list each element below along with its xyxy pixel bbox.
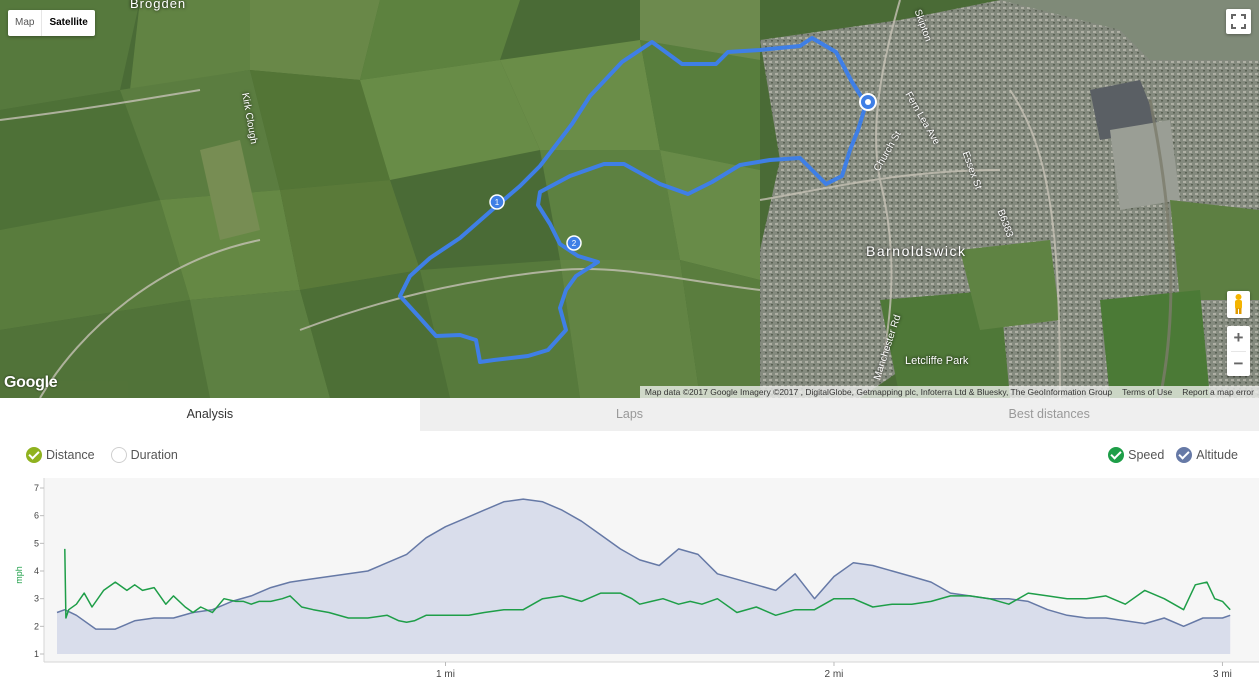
analysis-tabs: Analysis Laps Best distances (0, 398, 1259, 431)
terms-of-use-link[interactable]: Terms of Use (1122, 387, 1173, 397)
duration-toggle-label: Duration (130, 448, 178, 462)
zoom-control: + − (1227, 326, 1250, 376)
fullscreen-button[interactable] (1226, 9, 1251, 34)
satellite-imagery[interactable]: 1 2 (0, 0, 1259, 398)
distance-toggle-label: Distance (46, 448, 95, 462)
unchecked-icon (110, 447, 127, 463)
attribution-data-text: Map data ©2017 Google Imagery ©2017 , Di… (644, 387, 1113, 397)
x-axis-mode-toggles: Distance Duration (26, 447, 178, 463)
place-label-brogden: Brogden (130, 0, 187, 11)
report-map-error-link[interactable]: Report a map error (1182, 387, 1254, 397)
y-tick-label: 1 (34, 649, 39, 659)
speed-toggle[interactable]: Speed (1108, 447, 1164, 463)
start-pin-icon[interactable] (859, 93, 877, 111)
x-tick-label: 1 mi (436, 669, 455, 680)
zoom-out-button[interactable]: − (1233, 354, 1244, 373)
y-axis-label: mph (14, 566, 24, 584)
altitude-area (57, 499, 1231, 654)
place-label-letcliffe-park: Letcliffe Park (905, 355, 969, 367)
y-tick-label: 7 (34, 483, 39, 493)
series-toggles: Speed Altitude (1108, 447, 1238, 463)
map-type-map-button[interactable]: Map (15, 17, 35, 28)
zoom-divider (1231, 351, 1246, 352)
y-tick-label: 2 (34, 621, 39, 631)
y-tick-label: 3 (34, 594, 39, 604)
x-tick-label: 3 mi (1213, 669, 1232, 680)
map-attribution: Map data ©2017 Google Imagery ©2017 , Di… (639, 386, 1259, 398)
y-tick-label: 5 (34, 538, 39, 548)
altitude-toggle[interactable]: Altitude (1176, 447, 1238, 463)
tab-best-distances[interactable]: Best distances (1008, 407, 1090, 421)
place-label-barnoldswick: Barnoldswick (866, 243, 967, 259)
lap-marker-label: 1 (495, 198, 500, 207)
street-view-button[interactable] (1227, 291, 1250, 318)
fullscreen-icon (1231, 14, 1246, 29)
duration-toggle[interactable]: Duration (110, 447, 178, 463)
lap-marker-2[interactable]: 2 (566, 235, 582, 251)
pegman-icon (1235, 294, 1242, 314)
lap-marker-label: 2 (572, 239, 577, 248)
y-tick-label: 4 (34, 566, 39, 576)
checked-icon (26, 447, 42, 463)
speed-toggle-label: Speed (1128, 448, 1165, 462)
altitude-line (56, 498, 1231, 630)
altitude-toggle-label: Altitude (1196, 448, 1238, 462)
tab-laps[interactable]: Laps (615, 407, 644, 421)
speed-altitude-chart[interactable]: 1 2 3 4 5 6 7 mph 1 mi 2 mi 3 mi (0, 478, 1259, 697)
map-type-control: Map Satellite (8, 10, 95, 36)
lap-marker-1[interactable]: 1 (489, 194, 505, 210)
x-tick-label: 2 mi (825, 669, 844, 680)
tab-analysis[interactable]: Analysis (0, 398, 420, 431)
google-logo: Google (4, 374, 58, 391)
zoom-in-button[interactable]: + (1233, 328, 1244, 347)
speed-line (64, 548, 1231, 623)
checked-icon (1108, 447, 1125, 463)
map-type-satellite-button[interactable]: Satellite (41, 10, 94, 36)
route-map[interactable]: 1 2 Brogden Kirk Clough Barnoldswick Let… (0, 0, 1259, 398)
distance-toggle[interactable]: Distance (26, 447, 95, 463)
y-tick-label: 6 (34, 511, 39, 521)
checked-icon (1176, 447, 1193, 463)
